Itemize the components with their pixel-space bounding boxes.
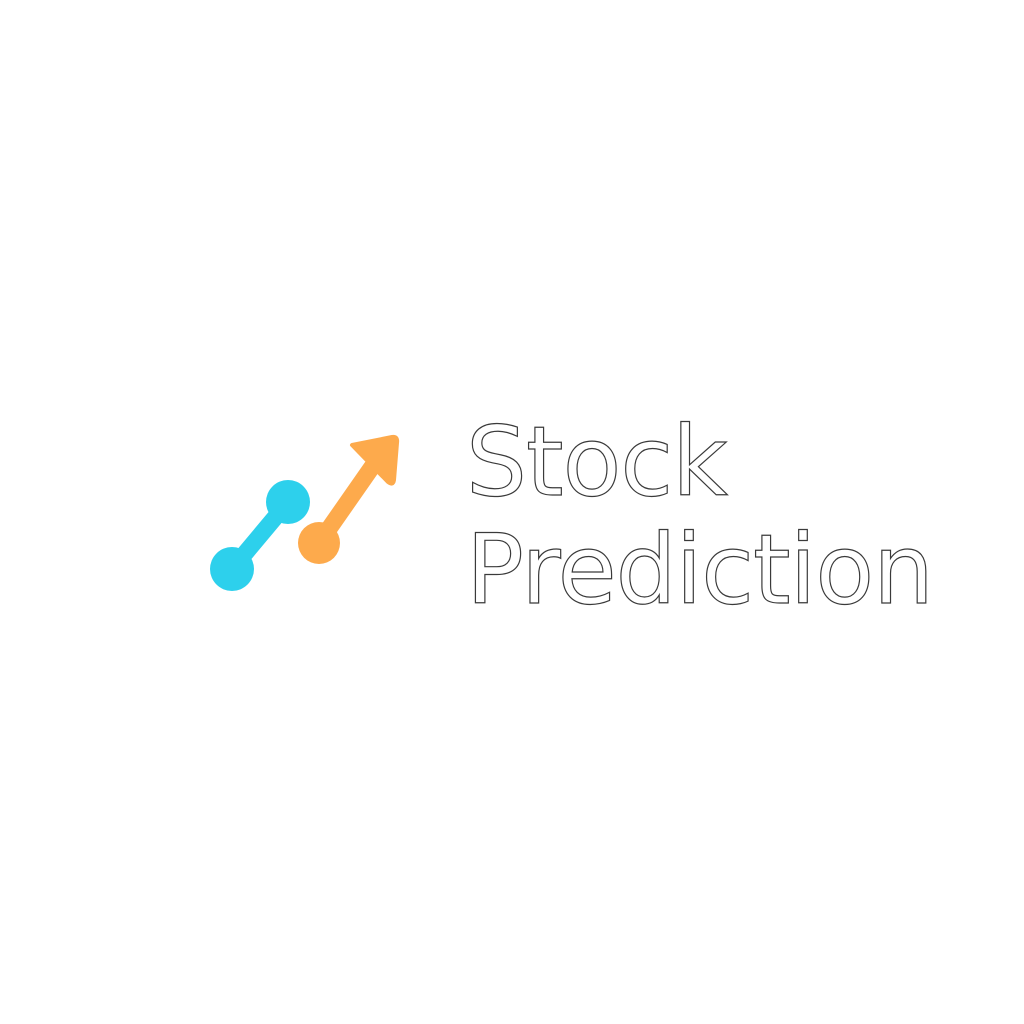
wordmark-line-1: Stock [465, 406, 728, 518]
rising-trend-arrow-icon [210, 434, 400, 591]
orange-dot [298, 522, 340, 564]
cyan-dumbbell-stroke [210, 480, 310, 591]
brand-wordmark: Stock Prediction [465, 406, 966, 626]
orange-arrow-stroke [298, 434, 400, 564]
orange-arrowhead [350, 434, 400, 486]
cyan-dot-bottom [210, 547, 254, 591]
wordmark-line-2: Prediction [465, 514, 934, 626]
cyan-dot-top [266, 480, 310, 524]
